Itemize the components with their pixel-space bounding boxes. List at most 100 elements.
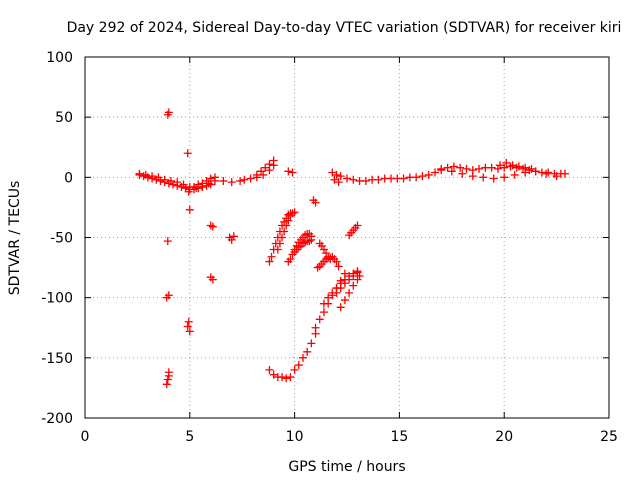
data-point (282, 221, 291, 230)
data-point (399, 174, 408, 183)
series-arc-a (265, 209, 295, 266)
data-point (456, 163, 465, 172)
data-point (286, 255, 295, 264)
data-point (185, 205, 194, 214)
data-point (162, 380, 171, 389)
data-point (332, 288, 341, 297)
data-point (437, 164, 446, 173)
data-point (284, 167, 293, 176)
series-baseline-i (496, 158, 536, 173)
data-point (500, 163, 509, 172)
data-point (240, 175, 249, 184)
data-point (332, 170, 341, 179)
data-point (210, 176, 219, 185)
data-point (164, 368, 173, 377)
data-point (345, 275, 354, 284)
data-point (273, 245, 282, 254)
y-axis-label: SDTVAR / TECUs (7, 181, 23, 296)
data-point (447, 167, 456, 176)
data-point (219, 176, 228, 185)
data-point (192, 184, 201, 193)
data-point (282, 374, 291, 383)
series-arc-b (273, 208, 299, 254)
data-point (179, 180, 188, 189)
axis-ticks: 0 5 10 15 20 25 100 50 0 -50 -100 -150 -200 (41, 50, 618, 445)
y-tick-label: -50 (50, 231, 73, 247)
data-point (496, 161, 505, 170)
data-point (345, 288, 354, 297)
data-point (189, 182, 198, 191)
data-point (166, 176, 175, 185)
data-point (487, 163, 496, 172)
data-point (290, 208, 299, 217)
data-point (183, 322, 192, 331)
data-point (208, 222, 217, 231)
data-point (313, 263, 322, 272)
data-point (275, 239, 284, 248)
data-point (514, 162, 523, 171)
data-point (489, 174, 498, 183)
grid (85, 57, 609, 418)
data-point (334, 262, 343, 271)
y-tick-label: -200 (41, 411, 73, 427)
x-tick-label: 5 (185, 429, 194, 445)
data-point (349, 175, 358, 184)
data-point (332, 257, 341, 266)
data-point (431, 168, 440, 177)
data-point (336, 284, 345, 293)
data-point (319, 308, 328, 317)
data-point (154, 173, 163, 182)
data-point (319, 299, 328, 308)
data-point (468, 172, 477, 181)
series-cluster-5h (183, 149, 194, 336)
data-point (510, 170, 519, 179)
series-baseline-h (437, 164, 561, 183)
data-point (475, 164, 484, 173)
series-arc-g (345, 221, 362, 240)
data-point (164, 108, 173, 117)
series-cluster-6h (206, 221, 217, 284)
data-point (148, 172, 157, 181)
data-point (311, 323, 320, 332)
data-point (246, 174, 255, 183)
series-baseline-f (252, 156, 278, 179)
data-point (462, 164, 471, 173)
data-point (340, 296, 349, 305)
data-point (183, 149, 192, 158)
data-point (278, 373, 287, 382)
series-arc-d (290, 235, 316, 256)
data-point (326, 255, 335, 264)
x-tick-label: 20 (495, 429, 513, 445)
data-point (334, 178, 343, 187)
series-point-10-9 (309, 196, 320, 207)
data-point (290, 365, 299, 374)
series-cluster-4h (162, 108, 173, 389)
y-tick-label: -150 (41, 351, 73, 367)
x-tick-label: 15 (390, 429, 408, 445)
data-point (229, 232, 238, 241)
data-point (336, 303, 345, 312)
y-tick-label: 0 (64, 170, 73, 186)
data-point (202, 176, 211, 185)
data-point (361, 176, 370, 185)
data-point (288, 168, 297, 177)
data-points (135, 108, 569, 389)
data-point (280, 227, 289, 236)
data-point (163, 237, 172, 246)
data-point (521, 163, 530, 172)
data-point (173, 178, 182, 187)
data-point (265, 257, 274, 266)
data-point (508, 161, 517, 170)
chart-title: Day 292 of 2024, Sidereal Day-to-day VTE… (67, 20, 622, 36)
data-point (322, 249, 331, 258)
data-point (506, 162, 515, 171)
data-point (544, 168, 553, 177)
data-point (265, 365, 274, 374)
series-baseline-d (210, 176, 245, 187)
data-point (208, 275, 217, 284)
data-point (493, 164, 502, 173)
data-point (269, 370, 278, 379)
data-point (353, 268, 362, 277)
data-point (349, 281, 358, 290)
data-point (160, 175, 169, 184)
